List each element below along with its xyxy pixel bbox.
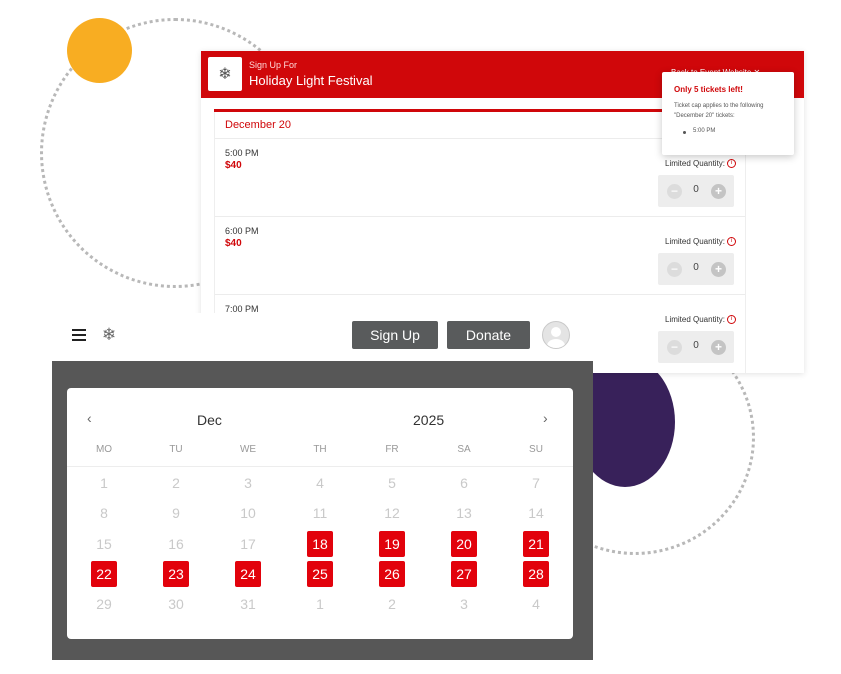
hamburger-menu-icon[interactable] [72,329,86,341]
weekday-header: FR [385,444,399,455]
user-avatar-icon[interactable] [542,321,570,349]
app-bar: ❄︎ Sign Up Donate [52,313,593,361]
calendar-day-available[interactable]: 21 [523,531,549,557]
calendar-day: 29 [96,596,112,612]
sign-up-button[interactable]: Sign Up [352,321,438,349]
calendar-day: 6 [460,475,468,491]
limited-quantity-text: Limited Quantity: [665,159,726,168]
calendar-day-available[interactable]: 25 [307,561,333,587]
ticket-row: 7:00 PM Limited Quantity: i − 0 + [215,295,745,372]
info-icon[interactable]: i [727,159,737,169]
date-section-rule [214,109,744,112]
limited-quantity-label: Limited Quantity: i [665,315,737,325]
increment-button[interactable]: + [711,262,726,277]
calendar-day-available[interactable]: 26 [379,561,405,587]
weekday-header: MO [95,444,113,455]
calendar-day: 2 [172,475,180,491]
ticket-row: 6:00 PM $40 Limited Quantity: i − 0 + [215,217,745,295]
quantity-value: 0 [693,262,699,273]
festive-lights-logo-icon[interactable]: ❄︎ [101,325,117,344]
event-title: Holiday Light Festival [249,73,373,88]
calendar-day: 3 [244,475,252,491]
calendar-day: 1 [316,596,324,612]
calendar-day: 7 [532,475,540,491]
weekday-header: SA [457,444,471,455]
calendar-day-available[interactable]: 27 [451,561,477,587]
chevron-right-icon[interactable]: › [543,410,548,426]
quantity-stepper: − 0 + [658,331,734,363]
limited-quantity-label: Limited Quantity: i [665,237,737,247]
calendar-day: 12 [384,505,400,521]
calendar-day: 14 [528,505,544,521]
calendar-day-available[interactable]: 23 [163,561,189,587]
divider [67,466,573,467]
limited-quantity-label: Limited Quantity: i [665,159,737,169]
month-label[interactable]: Dec [197,412,222,428]
festive-lights-icon: ❄︎ [208,57,242,91]
popover-list-item: 5:00 PM [684,128,715,134]
bullet-icon [683,131,686,134]
calendar-day-available[interactable]: 24 [235,561,261,587]
info-icon[interactable]: i [727,315,737,325]
limited-quantity-text: Limited Quantity: [665,237,726,246]
ticket-time: 5:00 PM [225,148,259,158]
calendar-day: 5 [388,475,396,491]
ticket-list: December 20 5:00 PM $40 Limited Quantity… [214,112,746,373]
date-heading: December 20 [225,119,292,131]
ticket-time: 6:00 PM [225,226,259,236]
weekday-header: WE [239,444,257,455]
calendar-day-available[interactable]: 20 [451,531,477,557]
calendar-day: 31 [240,596,256,612]
calendar-day-available[interactable]: 18 [307,531,333,557]
ticket-row: 5:00 PM $40 Limited Quantity: i − 0 + [215,139,745,217]
decrement-button[interactable]: − [667,262,682,277]
ticket-cap-popover: Only 5 tickets left! Ticket cap applies … [662,72,794,155]
chevron-left-icon[interactable]: ‹ [87,410,92,426]
quantity-value: 0 [693,184,699,195]
calendar-day: 4 [316,475,324,491]
signup-for-label: Sign Up For [249,60,298,70]
decrement-button[interactable]: − [667,184,682,199]
popover-body: Ticket cap applies to the following "Dec… [674,103,764,119]
calendar-day: 16 [168,536,184,552]
donate-button[interactable]: Donate [447,321,530,349]
calendar-day-available[interactable]: 19 [379,531,405,557]
quantity-value: 0 [693,340,699,351]
quantity-stepper: − 0 + [658,253,734,285]
weekday-header: SU [529,444,543,455]
weekday-header: TH [313,444,327,455]
orange-circle-decoration [67,18,132,83]
calendar-day: 10 [240,505,256,521]
popover-title: Only 5 tickets left! [674,85,743,94]
ticket-price: $40 [225,238,242,249]
decrement-button[interactable]: − [667,340,682,355]
calendar-day: 8 [100,505,108,521]
calendar-day: 9 [172,505,180,521]
weekday-header: TU [169,444,183,455]
calendar-day: 2 [388,596,396,612]
calendar-day: 30 [168,596,184,612]
ticket-price: $40 [225,160,242,171]
popover-item-text: 5:00 PM [693,128,716,134]
ticket-time: 7:00 PM [225,304,259,314]
calendar-day: 17 [240,536,256,552]
calendar-day: 15 [96,536,112,552]
calendar-day: 1 [100,475,108,491]
calendar-day: 13 [456,505,472,521]
calendar-day: 3 [460,596,468,612]
divider [215,138,745,139]
calendar-day: 11 [312,505,328,521]
increment-button[interactable]: + [711,184,726,199]
calendar-day-available[interactable]: 22 [91,561,117,587]
info-icon[interactable]: i [727,237,737,247]
year-label[interactable]: 2025 [413,412,445,428]
quantity-stepper: − 0 + [658,175,734,207]
calendar-day: 4 [532,596,540,612]
calendar-day-available[interactable]: 28 [523,561,549,587]
limited-quantity-text: Limited Quantity: [665,315,726,324]
increment-button[interactable]: + [711,340,726,355]
